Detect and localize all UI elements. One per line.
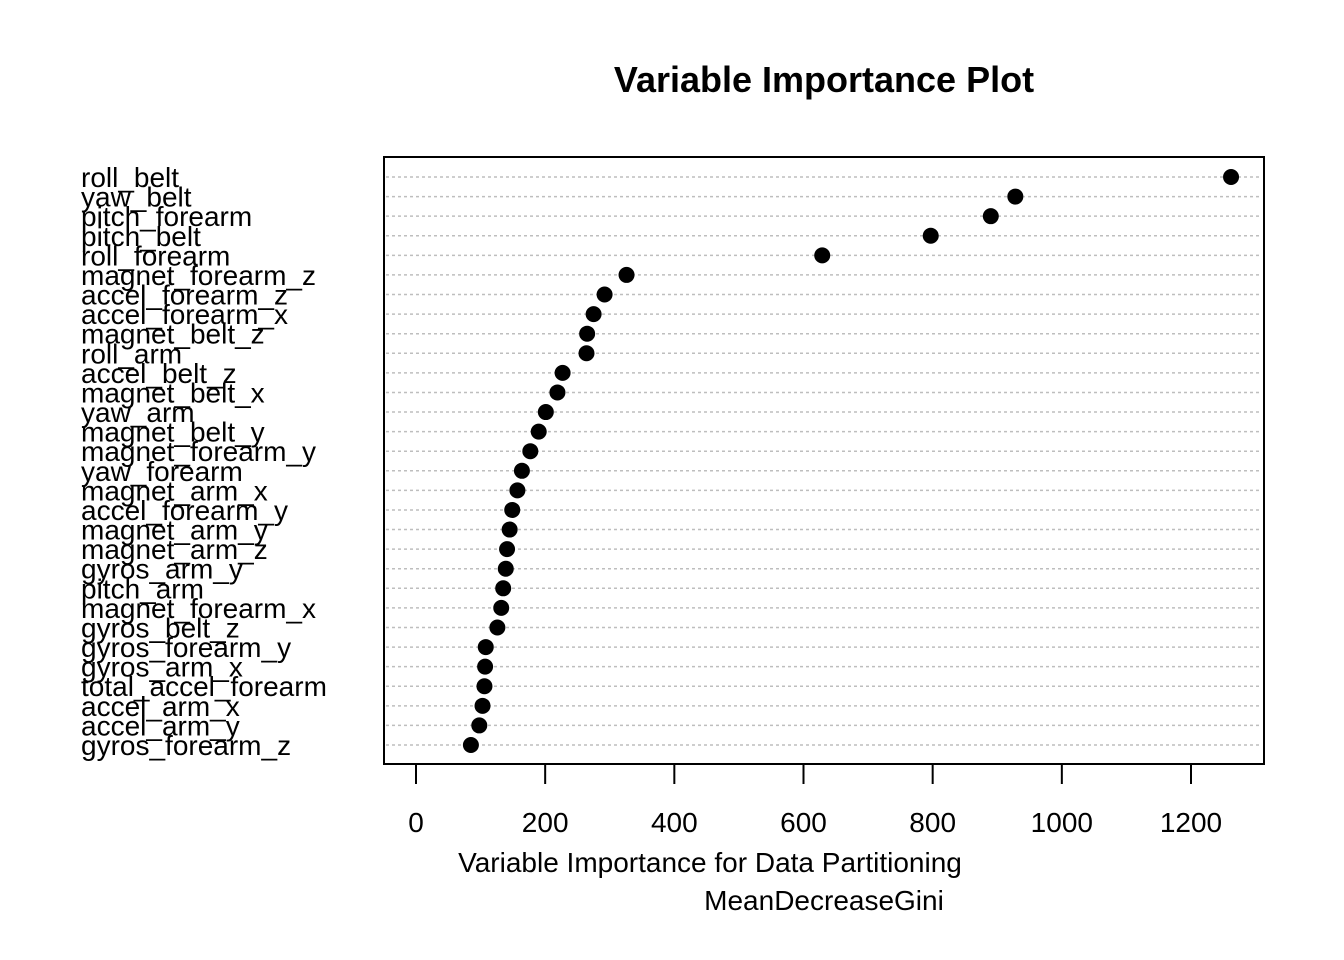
category-label: magnet_arm_z xyxy=(81,534,268,565)
category-label: yaw_arm xyxy=(81,397,195,428)
data-point xyxy=(585,306,602,323)
category-label: roll_belt xyxy=(81,162,179,193)
data-point xyxy=(471,717,488,734)
data-point xyxy=(530,423,547,440)
data-point xyxy=(596,286,613,303)
data-point xyxy=(474,697,491,714)
data-point xyxy=(522,443,539,460)
data-point xyxy=(504,501,521,518)
x-axis-subtitle: MeanDecreaseGini xyxy=(704,885,944,916)
category-label: gyros_forearm_z xyxy=(81,730,291,761)
category-label: roll_arm xyxy=(81,338,182,369)
x-tick-label: 800 xyxy=(909,807,956,838)
x-tick-label: 0 xyxy=(408,807,424,838)
data-point xyxy=(1223,169,1240,185)
x-axis-title: Variable Importance for Data Partitionin… xyxy=(458,847,962,878)
category-label: magnet_forearm_y xyxy=(81,436,316,467)
category-label: pitch_forearm xyxy=(81,201,252,232)
category-label: accel_belt_z xyxy=(81,358,237,389)
data-point xyxy=(814,247,831,264)
category-label: accel_arm_x xyxy=(81,691,240,722)
data-point xyxy=(982,208,999,225)
x-axis: 0 200 400 600 800 1000 1200 xyxy=(408,763,1222,838)
data-point xyxy=(477,658,494,675)
data-point xyxy=(579,325,596,342)
data-point xyxy=(513,462,530,479)
data-point xyxy=(537,404,554,421)
category-label: roll_forearm xyxy=(81,240,230,271)
category-label: accel_forearm_z xyxy=(81,280,288,311)
category-label: magnet_forearm_x xyxy=(81,593,316,624)
x-tick-label: 400 xyxy=(651,807,698,838)
data-point xyxy=(489,619,506,636)
gridlines xyxy=(386,176,1262,746)
x-tick-label: 1000 xyxy=(1031,807,1093,838)
data-point xyxy=(495,580,512,597)
category-label: magnet_belt_x xyxy=(81,377,265,408)
category-label: pitch_arm xyxy=(81,573,204,604)
category-label: yaw_belt xyxy=(81,182,192,213)
category-label: magnet_arm_x xyxy=(81,475,268,506)
category-label: gyros_arm_x xyxy=(81,652,243,683)
data-points xyxy=(462,169,1240,753)
chart-title: Variable Importance Plot xyxy=(614,59,1034,100)
category-label: magnet_forearm_z xyxy=(81,260,316,291)
data-point xyxy=(509,482,526,499)
category-label: magnet_belt_y xyxy=(81,417,265,448)
x-tick-label: 600 xyxy=(780,807,827,838)
data-point xyxy=(499,541,516,558)
x-tick-label: 200 xyxy=(522,807,569,838)
category-label: accel_forearm_x xyxy=(81,299,288,330)
data-point xyxy=(501,521,518,538)
category-label: magnet_arm_y xyxy=(81,515,268,546)
category-label: magnet_belt_z xyxy=(81,319,265,350)
x-tick-label: 1200 xyxy=(1160,807,1222,838)
category-labels: roll_beltyaw_beltpitch_forearmpitch_belt… xyxy=(81,162,327,761)
data-point xyxy=(618,266,635,283)
data-point xyxy=(476,678,493,695)
data-point xyxy=(497,560,514,577)
category-label: total_accel_forearm xyxy=(81,671,327,702)
data-point xyxy=(1007,188,1024,205)
data-point xyxy=(922,227,939,244)
data-point xyxy=(493,599,510,616)
category-label: pitch_belt xyxy=(81,221,201,252)
data-point xyxy=(462,737,479,753)
category-label: yaw_forearm xyxy=(81,456,243,487)
data-point xyxy=(477,639,494,656)
category-label: accel_forearm_y xyxy=(81,495,288,526)
category-label: gyros_forearm_y xyxy=(81,632,291,663)
data-point xyxy=(549,384,566,401)
category-label: gyros_belt_z xyxy=(81,612,240,643)
data-point xyxy=(578,345,595,362)
data-point xyxy=(554,364,571,381)
category-label: gyros_arm_y xyxy=(81,554,243,585)
category-label: accel_arm_y xyxy=(81,710,240,741)
